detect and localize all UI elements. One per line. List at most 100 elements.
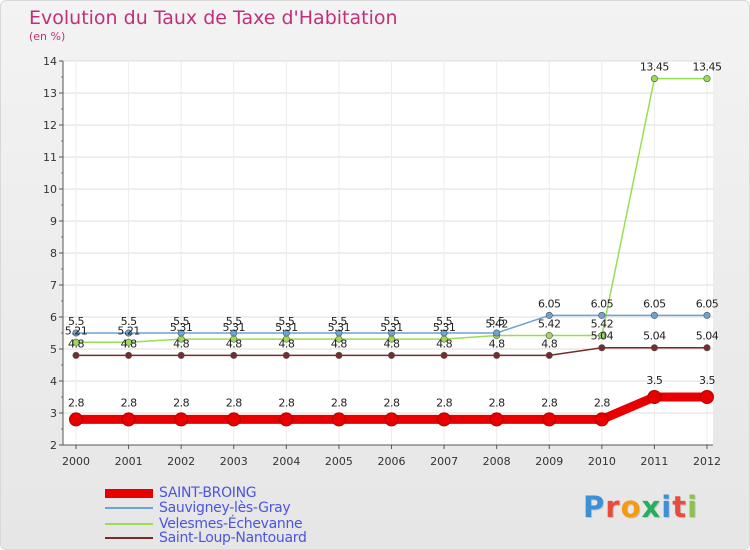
data-label: 5.42 — [485, 318, 508, 331]
data-point — [545, 351, 553, 359]
data-label: 5.31 — [380, 321, 403, 334]
y-tick-label: 4 — [50, 375, 57, 388]
legend-label: Velesmes-Échevanne — [159, 516, 303, 532]
data-label: 4.8 — [173, 337, 189, 350]
data-point — [598, 332, 606, 340]
data-point — [279, 412, 294, 427]
y-tick-label: 10 — [43, 183, 57, 196]
data-label: 5.5 — [489, 315, 505, 328]
data-point — [230, 329, 238, 337]
data-point — [650, 311, 658, 319]
data-point — [440, 329, 448, 337]
data-point — [331, 412, 346, 427]
data-point — [177, 329, 185, 337]
data-label: 5.31 — [275, 321, 298, 334]
data-point — [387, 351, 395, 359]
data-label: 5.5 — [226, 315, 242, 328]
y-tick-label: 12 — [43, 119, 57, 132]
x-tick-label: 2008 — [483, 455, 511, 468]
data-point — [230, 351, 238, 359]
data-point — [125, 329, 133, 337]
logo-letter: P — [583, 490, 606, 524]
y-tick-label: 7 — [50, 279, 57, 292]
y-tick-label: 6 — [50, 311, 57, 324]
legend-item-saint-loup: Saint-Loup-Nantouard — [105, 530, 307, 546]
data-label: 2.8 — [331, 396, 347, 409]
legend-item-saint-broing: SAINT-BROING — [105, 485, 257, 501]
data-label: 5.5 — [68, 315, 84, 328]
legend-label: Saint-Loup-Nantouard — [159, 530, 307, 546]
legend-item-velesmes: Velesmes-Échevanne — [105, 516, 303, 532]
data-point — [121, 412, 136, 427]
data-point — [72, 329, 80, 337]
legend-item-sauvigney: Sauvigney-lès-Gray — [105, 500, 291, 516]
x-tick-label: 2010 — [588, 455, 616, 468]
data-point — [72, 338, 80, 346]
data-point — [125, 351, 133, 359]
logo-letter: x — [641, 490, 662, 524]
data-point — [437, 412, 452, 427]
data-label: 5.5 — [436, 315, 452, 328]
legend-swatch-saint-broing — [105, 488, 153, 498]
logo-letter: r — [605, 490, 621, 524]
data-label: 4.8 — [436, 337, 452, 350]
data-point — [650, 344, 658, 352]
proxiti-logo: Proxiti — [583, 490, 698, 524]
x-tick-label: 2004 — [272, 455, 300, 468]
data-label: 2.8 — [278, 396, 294, 409]
data-label: 2.8 — [436, 396, 452, 409]
data-point — [72, 351, 80, 359]
legend-label: Sauvigney-lès-Gray — [159, 500, 291, 516]
data-point — [647, 390, 662, 404]
data-label: 13.45 — [640, 61, 669, 74]
data-label: 2.8 — [541, 396, 557, 409]
data-label: 2.8 — [121, 396, 137, 409]
data-label: 5.04 — [696, 330, 719, 343]
data-label: 2.8 — [226, 396, 242, 409]
data-point — [542, 412, 557, 427]
data-label: 5.31 — [223, 321, 246, 334]
data-label: 6.05 — [643, 297, 666, 310]
data-label: 4.8 — [489, 337, 505, 350]
logo-letter: t — [672, 490, 688, 524]
data-point — [703, 311, 711, 319]
data-point — [335, 329, 343, 337]
data-point — [440, 351, 448, 359]
y-tick-label: 3 — [50, 407, 57, 420]
data-point — [594, 412, 609, 427]
legend-label: SAINT-BROING — [159, 485, 257, 501]
y-tick-label: 14 — [43, 55, 57, 68]
data-label: 5.5 — [331, 315, 347, 328]
data-label: 4.8 — [278, 337, 294, 350]
y-tick-label: 13 — [43, 87, 57, 100]
data-label: 5.31 — [328, 321, 351, 334]
legend-swatch-saint-loup — [105, 537, 153, 539]
data-label: 13.45 — [693, 61, 722, 74]
data-label: 5.04 — [643, 330, 666, 343]
data-label: 5.5 — [384, 315, 400, 328]
data-label: 6.05 — [538, 297, 561, 310]
data-point — [703, 75, 711, 83]
y-tick-label: 2 — [50, 439, 57, 452]
data-label: 5.42 — [538, 318, 561, 331]
y-tick-label: 11 — [43, 151, 57, 164]
data-point — [598, 344, 606, 352]
x-tick-label: 2007 — [430, 455, 458, 468]
data-label: 5.21 — [117, 324, 140, 337]
data-label: 5.5 — [121, 315, 137, 328]
data-label: 5.42 — [591, 318, 614, 331]
x-tick-label: 2009 — [535, 455, 563, 468]
data-label: 4.8 — [331, 337, 347, 350]
data-point — [226, 412, 241, 427]
data-point — [335, 351, 343, 359]
data-label: 4.8 — [541, 337, 557, 350]
data-point — [282, 351, 290, 359]
data-label: 5.21 — [65, 324, 88, 337]
data-point — [387, 329, 395, 337]
x-tick-label: 2012 — [693, 455, 721, 468]
data-label: 5.31 — [433, 321, 456, 334]
data-label: 5.5 — [173, 315, 189, 328]
data-point — [545, 332, 553, 340]
data-point — [489, 412, 504, 427]
data-label: 5.04 — [591, 330, 614, 343]
